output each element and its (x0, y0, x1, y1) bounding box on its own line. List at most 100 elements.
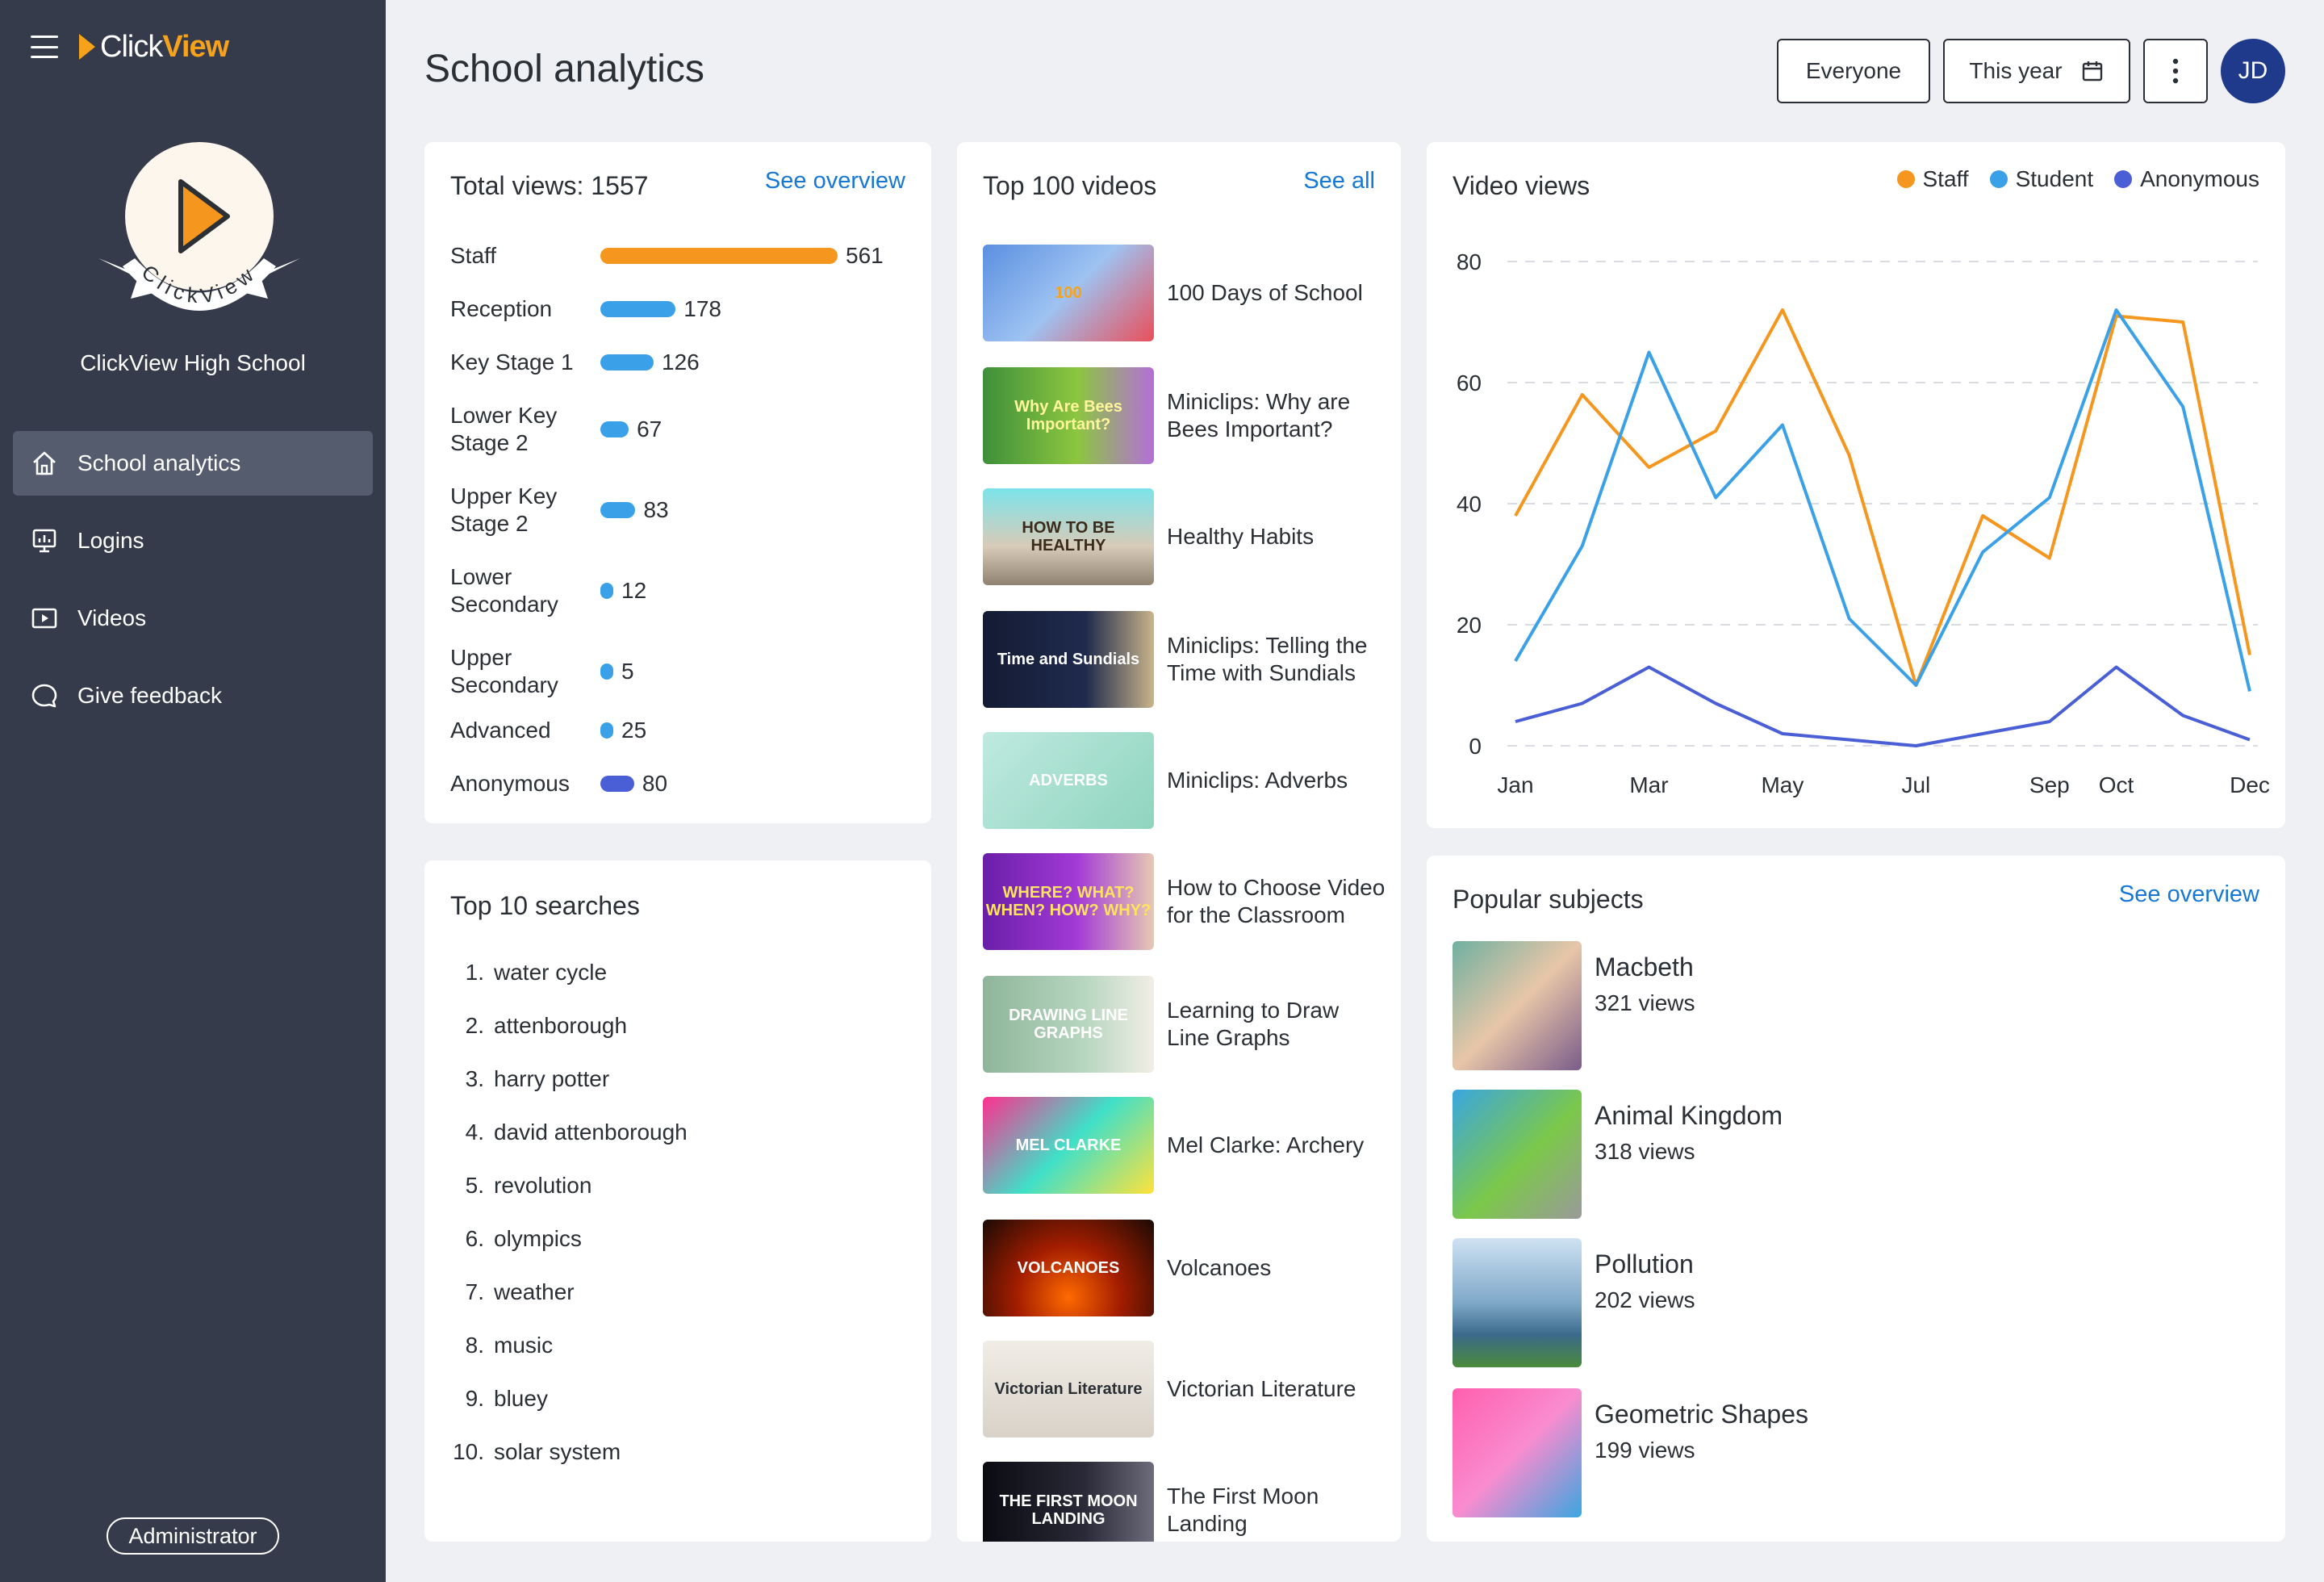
video-thumbnail[interactable]: WHERE? WHAT? WHEN? HOW? WHY? (983, 853, 1154, 950)
search-item[interactable]: 6. olympics (442, 1212, 688, 1266)
popular-subjects-see-overview-link[interactable]: See overview (2118, 881, 2259, 907)
video-title[interactable]: Healthy Habits (1167, 524, 1315, 549)
bar-value: 83 (643, 497, 669, 522)
more-options-button[interactable] (2143, 39, 2208, 103)
search-item[interactable]: 2. attenborough (442, 999, 688, 1053)
video-title[interactable]: Victorian Literature (1167, 1376, 1356, 1401)
popular-subjects-card: Popular subjects See overview Macbeth 321… (1427, 856, 2285, 1542)
subject-thumbnail[interactable] (1452, 1388, 1582, 1517)
sidebar-item-give-feedback[interactable]: Give feedback (13, 663, 373, 728)
video-thumbnail[interactable]: MEL CLARKE (983, 1097, 1154, 1194)
subject-name[interactable]: Geometric Shapes (1595, 1400, 1809, 1429)
logo[interactable]: ClickView (100, 29, 229, 65)
search-item[interactable]: 3. harry potter (442, 1053, 688, 1106)
subject-name[interactable]: Pollution (1595, 1249, 1694, 1279)
subject-thumbnail[interactable] (1452, 941, 1582, 1070)
bar (600, 722, 613, 739)
video-thumbnail[interactable]: THE FIRST MOON LANDING (983, 1462, 1154, 1542)
video-title[interactable]: How to Choose Video for the Classroom (1167, 875, 1386, 927)
subject-item[interactable]: Macbeth 321 views (1452, 941, 1937, 1072)
search-rank: 6. (465, 1226, 484, 1251)
video-thumbnail[interactable]: Time and Sundials (983, 611, 1154, 708)
series-line-anonymous[interactable] (1515, 665, 2251, 747)
search-rank: 8. (465, 1333, 484, 1358)
video-item[interactable]: MEL CLARKE Mel Clarke: Archery (983, 1096, 1386, 1195)
search-item[interactable]: 8. music (442, 1319, 688, 1372)
video-title[interactable]: Miniclips: Why are Bees Important? (1167, 389, 1351, 442)
bar-label: Advanced (450, 718, 551, 743)
video-thumbnail[interactable]: VOLCANOES (983, 1220, 1154, 1316)
period-filter-button[interactable]: This year (1943, 39, 2130, 103)
subject-info: Animal Kingdom 318 views (1595, 1090, 1783, 1220)
video-item[interactable]: THE FIRST MOON LANDING The First Moon Lan… (983, 1461, 1386, 1542)
top-videos-see-all-link[interactable]: See all (1303, 168, 1375, 194)
subject-item[interactable]: Animal Kingdom 318 views (1452, 1090, 1937, 1220)
video-item[interactable]: WHERE? WHAT? WHEN? HOW? WHY? How to Choos… (983, 852, 1386, 951)
thumbnail-text: Why Are Bees Important? (1014, 398, 1122, 433)
legend-item-student[interactable]: Student (1989, 166, 2093, 192)
subject-thumbnail[interactable] (1452, 1090, 1582, 1219)
sidebar-item-school-analytics[interactable]: School analytics (13, 431, 373, 496)
video-item[interactable]: DRAWING LINE GRAPHS Learning to Draw Line… (983, 975, 1386, 1074)
total-views-row: Anonymous 80 (450, 770, 902, 797)
total-views-see-overview-link[interactable]: See overview (764, 168, 905, 194)
video-title[interactable]: Volcanoes (1167, 1255, 1272, 1280)
x-tick-label: Mar (1629, 772, 1668, 797)
subject-name[interactable]: Macbeth (1595, 952, 1694, 981)
search-item[interactable]: 4. david attenborough (442, 1106, 688, 1159)
search-item[interactable]: 10. solar system (442, 1425, 688, 1479)
search-item[interactable]: 1. water cycle (442, 946, 688, 999)
series-line-student[interactable] (1514, 308, 2251, 692)
subject-thumbnail[interactable] (1452, 1238, 1582, 1367)
search-item[interactable]: 5. revolution (442, 1159, 688, 1212)
sidebar-item-videos[interactable]: Videos (13, 586, 373, 651)
video-item[interactable]: VOLCANOES Volcanoes (983, 1219, 1386, 1317)
sidebar-item-logins[interactable]: Logins (13, 508, 373, 573)
bar (600, 502, 636, 518)
period-filter-label: This year (1969, 58, 2063, 83)
video-thumbnail[interactable]: HOW TO BE HEALTHY (983, 488, 1154, 585)
top-videos-title: Top 100 videos (983, 171, 1157, 200)
audience-filter-button[interactable]: Everyone (1777, 39, 1930, 103)
video-title[interactable]: Miniclips: Adverbs (1167, 768, 1348, 793)
subject-views: 318 views (1595, 1139, 1695, 1164)
video-item[interactable]: Time and Sundials Miniclips: Telling the … (983, 610, 1386, 709)
series-line-staff[interactable] (1514, 308, 2251, 687)
subject-item[interactable]: Pollution 202 views (1452, 1238, 1937, 1369)
video-thumbnail[interactable]: ADVERBS (983, 732, 1154, 829)
video-title[interactable]: Mel Clarke: Archery (1167, 1132, 1365, 1157)
video-item[interactable]: 100 100 Days of School (983, 244, 1386, 342)
video-item[interactable]: HOW TO BE HEALTHY Healthy Habits (983, 488, 1386, 586)
search-item[interactable]: 9. bluey (442, 1372, 688, 1425)
video-item[interactable]: ADVERBS Miniclips: Adverbs (983, 731, 1386, 830)
search-term: weather (494, 1279, 575, 1304)
bar (600, 248, 838, 264)
menu-icon[interactable] (31, 36, 58, 58)
x-tick-label: May (1761, 772, 1804, 797)
school-badge-icon: ClickView (98, 142, 300, 311)
chat-bubble-icon (31, 684, 57, 708)
user-avatar[interactable]: JD (2221, 39, 2285, 103)
legend-item-staff[interactable]: Staff (1896, 166, 1969, 192)
video-thumbnail[interactable]: Victorian Literature (983, 1341, 1154, 1438)
subject-name[interactable]: Animal Kingdom (1595, 1101, 1783, 1130)
video-item[interactable]: Why Are Bees Important? Miniclips: Why ar… (983, 366, 1386, 465)
video-title[interactable]: Learning to Draw Line Graphs (1167, 998, 1340, 1050)
bar-value: 12 (621, 578, 647, 603)
logo-play-icon (79, 34, 95, 60)
video-title[interactable]: Miniclips: Telling the Time with Sundial… (1167, 633, 1368, 685)
video-thumbnail[interactable]: DRAWING LINE GRAPHS (983, 976, 1154, 1073)
legend-item-anonymous[interactable]: Anonymous (2114, 166, 2259, 192)
subject-item[interactable]: Geometric Shapes 199 views (1452, 1388, 1937, 1519)
thumbnail-text: 100 (1055, 284, 1082, 302)
video-thumbnail[interactable]: 100 (983, 245, 1154, 341)
video-item[interactable]: Victorian Literature Victorian Literature (983, 1340, 1386, 1438)
video-title[interactable]: 100 Days of School (1167, 280, 1363, 305)
video-thumbnail[interactable]: Why Are Bees Important? (983, 367, 1154, 464)
video-views-card: Video views Staff Student Anonymous 0 20 4… (1427, 142, 2285, 828)
search-item[interactable]: 7. weather (442, 1266, 688, 1319)
sidebar-item-label: Give feedback (77, 683, 222, 708)
video-title[interactable]: The First Moon Landing (1167, 1484, 1319, 1536)
logo-click-text: Click (100, 29, 163, 64)
search-rank: 9. (465, 1386, 484, 1411)
